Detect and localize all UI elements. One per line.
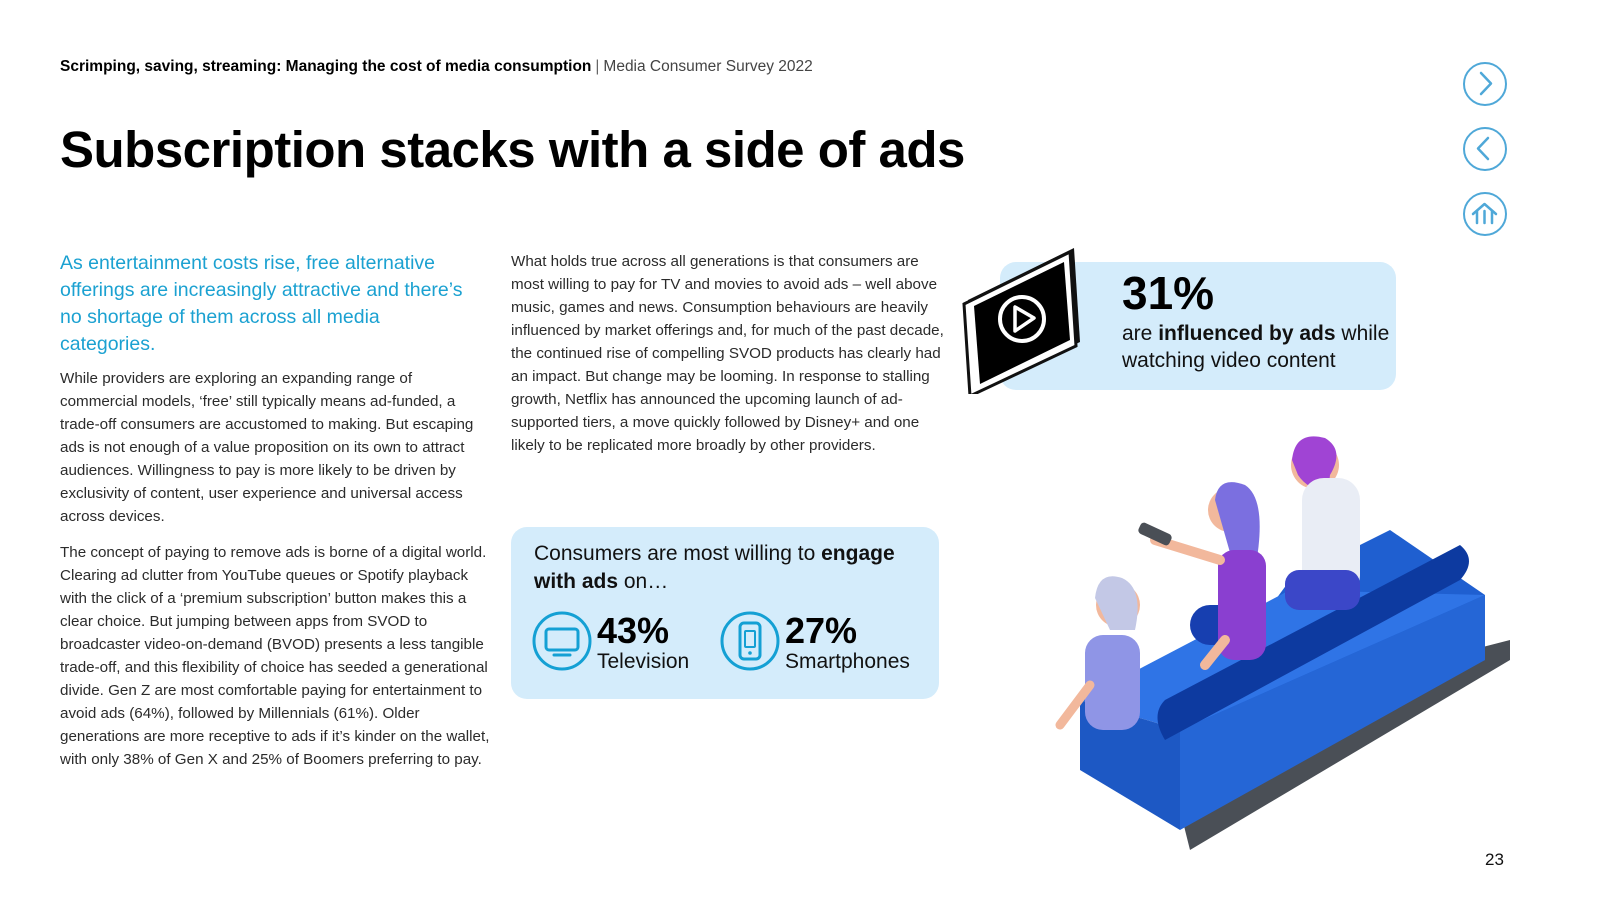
- video-ads-percent: 31%: [1122, 267, 1215, 319]
- engage-ads-title: Consumers are most willing to engage wit…: [534, 542, 895, 593]
- header-separator: |: [595, 58, 600, 75]
- previous-page-button[interactable]: [1463, 127, 1507, 171]
- tablet-play-icon: [962, 248, 1080, 394]
- page-title: Subscription stacks with a side of ads: [60, 121, 965, 178]
- smartphone-icon: [720, 611, 780, 671]
- home-icon: [1471, 202, 1498, 225]
- television-percent: 43%: [597, 610, 670, 651]
- report-header: Scrimping, saving, streaming: Managing t…: [60, 58, 813, 76]
- chevron-left-icon: [1476, 136, 1490, 161]
- body-paragraph-2: The concept of paying to remove ads is b…: [60, 544, 490, 768]
- smartphones-percent: 27%: [785, 610, 858, 651]
- lead-paragraph: As entertainment costs rise, free altern…: [60, 252, 463, 355]
- chevron-right-icon: [1479, 71, 1493, 96]
- survey-name: Media Consumer Survey 2022: [603, 58, 813, 75]
- family-on-couch-illustration: [1055, 436, 1510, 850]
- television-label: Television: [597, 650, 690, 673]
- report-title: Scrimping, saving, streaming: Managing t…: [60, 58, 592, 75]
- engage-ads-box: [511, 527, 939, 699]
- body-paragraph-3: What holds true across all generations i…: [511, 253, 944, 454]
- body-paragraph-1: While providers are exploring an expandi…: [60, 370, 474, 525]
- page-number: 23: [1485, 850, 1504, 869]
- tv-icon: [532, 611, 592, 671]
- video-ads-description: are influenced by ads while watching vid…: [1122, 322, 1390, 372]
- home-button[interactable]: [1463, 192, 1507, 236]
- next-page-button[interactable]: [1463, 62, 1507, 106]
- smartphones-label: Smartphones: [785, 650, 910, 673]
